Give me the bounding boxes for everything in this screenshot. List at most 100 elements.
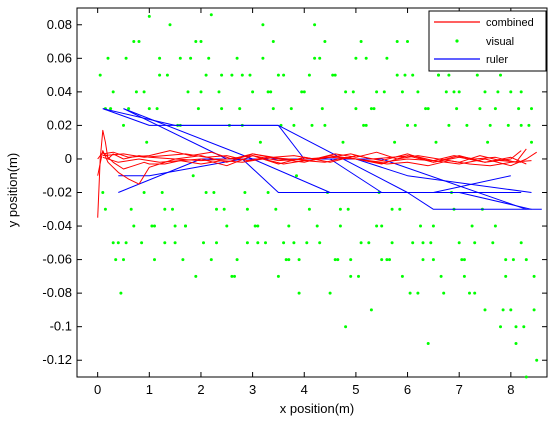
- visual-point: [354, 107, 358, 111]
- y-tick-label: -0.08: [42, 285, 72, 300]
- combined-lines-layer: [97, 129, 537, 218]
- visual-point: [158, 73, 162, 77]
- visual-point: [439, 274, 443, 278]
- visual-point: [245, 241, 249, 245]
- visual-point: [442, 291, 446, 295]
- visual-point: [452, 90, 456, 94]
- visual-point: [506, 123, 510, 127]
- x-tick-label: 3: [249, 382, 256, 397]
- visual-point: [251, 90, 255, 94]
- visual-point: [349, 258, 353, 262]
- visual-point: [491, 241, 495, 245]
- visual-point: [191, 174, 195, 178]
- visual-point: [455, 107, 459, 111]
- y-tick-label: 0.06: [47, 50, 72, 65]
- y-tick-label: -0.04: [42, 218, 72, 233]
- visual-point: [431, 258, 435, 262]
- visual-point: [178, 56, 182, 60]
- visual-point: [295, 174, 298, 178]
- visual-point: [357, 274, 360, 278]
- visual-point: [318, 241, 322, 245]
- visual-point: [160, 191, 164, 194]
- visual-point: [380, 258, 384, 262]
- visual-point: [359, 241, 363, 245]
- visual-point: [519, 241, 523, 245]
- visual-point: [400, 274, 404, 278]
- visual-point: [256, 224, 260, 228]
- visual-point: [287, 258, 291, 262]
- visual-point: [499, 73, 502, 77]
- visual-point: [530, 107, 533, 111]
- visual-point: [266, 90, 270, 94]
- visual-point: [258, 140, 262, 144]
- visual-point: [202, 241, 205, 245]
- visual-point: [509, 90, 513, 94]
- visual-point: [114, 258, 118, 262]
- visual-point: [111, 241, 115, 245]
- visual-point: [196, 107, 200, 111]
- visual-point: [287, 224, 291, 228]
- visual-point: [248, 73, 252, 77]
- combined-line-3: [97, 151, 527, 170]
- visual-point: [504, 258, 508, 262]
- y-tick-label: -0.06: [42, 252, 72, 267]
- visual-point: [315, 224, 319, 228]
- visual-point: [398, 207, 402, 211]
- visual-point: [393, 140, 397, 144]
- visual-point: [493, 107, 497, 111]
- visual-point: [276, 274, 280, 278]
- legend-swatch-visual: [455, 39, 459, 43]
- visual-point: [199, 90, 203, 94]
- visual-point: [142, 191, 146, 194]
- visual-point: [519, 123, 523, 127]
- visual-point: [134, 90, 138, 94]
- visual-point: [416, 90, 420, 94]
- visual-point: [230, 73, 234, 77]
- visual-point: [155, 107, 159, 111]
- visual-point: [318, 56, 322, 60]
- visual-point: [233, 274, 236, 278]
- visual-point: [478, 107, 482, 111]
- visual-point: [189, 56, 193, 60]
- visual-point: [483, 90, 487, 94]
- visual-point: [385, 56, 389, 60]
- visual-point: [292, 123, 296, 127]
- legend-label-combined: combined: [486, 17, 534, 29]
- visual-point: [184, 224, 187, 228]
- visual-point: [354, 56, 358, 60]
- combined-line-5: [102, 156, 532, 167]
- visual-point: [137, 40, 141, 43]
- visual-point: [369, 107, 373, 111]
- visual-point: [390, 207, 394, 211]
- legend: combined visual ruler: [428, 10, 547, 72]
- visual-point: [331, 73, 335, 77]
- visual-point: [274, 207, 278, 211]
- visual-point: [411, 241, 415, 245]
- visual-point: [310, 123, 314, 127]
- visual-point: [261, 56, 265, 60]
- visual-point: [486, 140, 490, 144]
- visual-point: [367, 241, 371, 245]
- y-tick-label: -0.02: [42, 185, 72, 200]
- x-tick-label: 6: [404, 382, 411, 397]
- visual-point: [111, 90, 115, 94]
- visual-point: [106, 56, 110, 60]
- visual-point: [297, 291, 301, 295]
- axis-ticks-layer: [77, 8, 547, 377]
- y-tick-label: -0.12: [42, 352, 72, 367]
- visual-point: [395, 40, 399, 43]
- visual-point: [209, 13, 213, 17]
- visual-point: [364, 56, 368, 60]
- visual-point: [349, 274, 353, 278]
- visual-point: [204, 73, 208, 77]
- visual-point: [271, 107, 275, 111]
- visual-point: [212, 191, 216, 194]
- x-tick-label: 8: [507, 382, 514, 397]
- visual-point: [444, 90, 448, 94]
- visual-point: [535, 358, 539, 362]
- visual-point: [421, 241, 425, 245]
- x-tick-label: 0: [94, 382, 101, 397]
- visual-point: [153, 224, 156, 228]
- x-tick-label: 1: [146, 382, 153, 397]
